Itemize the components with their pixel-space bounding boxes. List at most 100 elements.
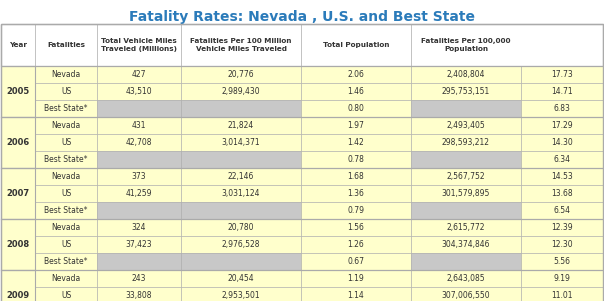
Bar — [35, 117, 97, 134]
Text: 304,374,846: 304,374,846 — [442, 240, 490, 249]
Text: 2,408,804: 2,408,804 — [447, 70, 485, 79]
Bar — [35, 287, 97, 301]
Bar — [1, 66, 35, 117]
Text: 20,776: 20,776 — [228, 70, 254, 79]
Text: 2,989,430: 2,989,430 — [222, 87, 260, 96]
Bar — [521, 270, 603, 287]
Bar — [35, 253, 97, 270]
Text: 17.73: 17.73 — [551, 70, 573, 79]
Text: 307,006,550: 307,006,550 — [442, 291, 490, 300]
Bar — [35, 168, 97, 185]
Text: 14.53: 14.53 — [551, 172, 573, 181]
Text: 0.79: 0.79 — [347, 206, 364, 215]
Bar — [181, 83, 301, 100]
Text: 2.06: 2.06 — [347, 70, 364, 79]
Bar — [97, 287, 181, 301]
Text: 1.97: 1.97 — [347, 121, 364, 130]
Bar — [181, 219, 301, 236]
Bar — [411, 151, 521, 168]
Text: 6.34: 6.34 — [553, 155, 571, 164]
Bar — [301, 100, 411, 117]
Text: 1.36: 1.36 — [347, 189, 364, 198]
Bar — [411, 168, 521, 185]
Text: 21,824: 21,824 — [228, 121, 254, 130]
Bar — [301, 253, 411, 270]
Bar — [97, 100, 181, 117]
Text: Nevada: Nevada — [51, 223, 80, 232]
Bar — [411, 287, 521, 301]
Text: 33,808: 33,808 — [126, 291, 152, 300]
Bar — [35, 185, 97, 202]
Bar — [97, 134, 181, 151]
Text: 13.68: 13.68 — [551, 189, 573, 198]
Bar — [97, 219, 181, 236]
Text: 295,753,151: 295,753,151 — [442, 87, 490, 96]
Bar — [181, 270, 301, 287]
Bar — [97, 168, 181, 185]
Bar — [521, 83, 603, 100]
Text: 1.14: 1.14 — [348, 291, 364, 300]
Bar — [301, 202, 411, 219]
Text: 1.68: 1.68 — [348, 172, 364, 181]
Bar — [301, 151, 411, 168]
Bar — [301, 168, 411, 185]
Text: 20,780: 20,780 — [228, 223, 254, 232]
Text: 243: 243 — [132, 274, 146, 283]
Text: Nevada: Nevada — [51, 172, 80, 181]
Bar — [411, 83, 521, 100]
Bar — [411, 219, 521, 236]
Bar — [411, 185, 521, 202]
Bar — [97, 151, 181, 168]
Text: Total Population: Total Population — [323, 42, 389, 48]
Bar — [301, 287, 411, 301]
Text: 324: 324 — [132, 223, 146, 232]
Text: 43,510: 43,510 — [126, 87, 152, 96]
Text: 17.29: 17.29 — [551, 121, 573, 130]
Text: 1.56: 1.56 — [347, 223, 364, 232]
Bar — [97, 270, 181, 287]
Text: 298,593,212: 298,593,212 — [442, 138, 490, 147]
Text: Nevada: Nevada — [51, 274, 80, 283]
Text: 373: 373 — [132, 172, 146, 181]
Bar — [521, 168, 603, 185]
Text: Best State*: Best State* — [44, 104, 88, 113]
Bar — [35, 270, 97, 287]
Text: Nevada: Nevada — [51, 121, 80, 130]
Bar — [35, 134, 97, 151]
Bar — [301, 270, 411, 287]
Text: 0.80: 0.80 — [347, 104, 364, 113]
Bar — [301, 236, 411, 253]
Text: 1.46: 1.46 — [347, 87, 364, 96]
Bar — [411, 134, 521, 151]
Text: 2,493,405: 2,493,405 — [446, 121, 486, 130]
Bar — [35, 83, 97, 100]
Bar — [1, 24, 603, 66]
Text: 0.78: 0.78 — [347, 155, 364, 164]
Bar — [97, 66, 181, 83]
Text: 2009: 2009 — [7, 291, 30, 300]
Text: 22,146: 22,146 — [228, 172, 254, 181]
Text: 2008: 2008 — [7, 240, 30, 249]
Bar — [35, 66, 97, 83]
Bar — [1, 219, 35, 270]
Text: US: US — [61, 291, 71, 300]
Bar — [521, 287, 603, 301]
Text: 14.30: 14.30 — [551, 138, 573, 147]
Text: Total Vehicle Miles
Traveled (Millions): Total Vehicle Miles Traveled (Millions) — [101, 38, 177, 52]
Text: 3,031,124: 3,031,124 — [222, 189, 260, 198]
Bar — [521, 117, 603, 134]
Text: 41,259: 41,259 — [126, 189, 152, 198]
Text: 1.26: 1.26 — [348, 240, 364, 249]
Text: Best State*: Best State* — [44, 155, 88, 164]
Bar — [35, 202, 97, 219]
Text: 427: 427 — [132, 70, 146, 79]
Bar — [301, 83, 411, 100]
Bar — [521, 151, 603, 168]
Text: 12.30: 12.30 — [551, 240, 573, 249]
Text: 6.54: 6.54 — [553, 206, 571, 215]
Bar — [1, 117, 35, 168]
Bar — [521, 66, 603, 83]
Bar — [521, 185, 603, 202]
Bar — [301, 117, 411, 134]
Bar — [301, 219, 411, 236]
